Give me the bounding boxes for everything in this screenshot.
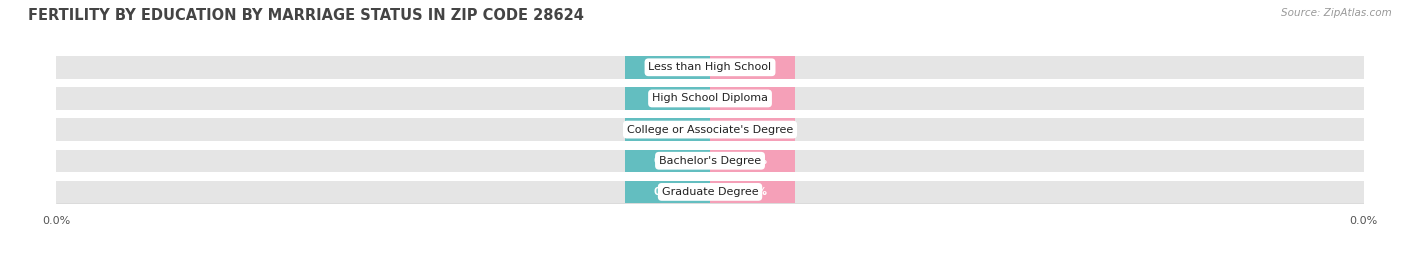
Bar bbox=[710, 87, 794, 110]
Bar bbox=[626, 150, 710, 172]
Bar bbox=[626, 87, 710, 110]
Text: FERTILITY BY EDUCATION BY MARRIAGE STATUS IN ZIP CODE 28624: FERTILITY BY EDUCATION BY MARRIAGE STATU… bbox=[28, 8, 583, 23]
Text: High School Diploma: High School Diploma bbox=[652, 93, 768, 103]
Text: 0.0%: 0.0% bbox=[652, 62, 682, 72]
Text: 0.0%: 0.0% bbox=[738, 93, 768, 103]
Bar bbox=[626, 56, 710, 79]
Text: 0.0%: 0.0% bbox=[652, 156, 682, 166]
Text: 0.0%: 0.0% bbox=[652, 124, 682, 135]
Text: Source: ZipAtlas.com: Source: ZipAtlas.com bbox=[1281, 8, 1392, 18]
Bar bbox=[626, 118, 710, 141]
Bar bbox=[56, 150, 1364, 172]
Text: 0.0%: 0.0% bbox=[738, 62, 768, 72]
Bar bbox=[56, 56, 1364, 79]
Text: Less than High School: Less than High School bbox=[648, 62, 772, 72]
Text: 0.0%: 0.0% bbox=[738, 156, 768, 166]
Text: 0.0%: 0.0% bbox=[652, 93, 682, 103]
Legend: Married, Unmarried: Married, Unmarried bbox=[628, 266, 792, 270]
Bar bbox=[710, 150, 794, 172]
Text: College or Associate's Degree: College or Associate's Degree bbox=[627, 124, 793, 135]
Text: 0.0%: 0.0% bbox=[652, 187, 682, 197]
Bar bbox=[626, 181, 710, 203]
Bar bbox=[56, 87, 1364, 110]
Bar bbox=[56, 181, 1364, 203]
Bar bbox=[710, 118, 794, 141]
Text: Bachelor's Degree: Bachelor's Degree bbox=[659, 156, 761, 166]
Bar bbox=[710, 181, 794, 203]
Text: Graduate Degree: Graduate Degree bbox=[662, 187, 758, 197]
Text: 0.0%: 0.0% bbox=[738, 124, 768, 135]
Bar bbox=[710, 56, 794, 79]
Bar bbox=[56, 118, 1364, 141]
Text: 0.0%: 0.0% bbox=[738, 187, 768, 197]
